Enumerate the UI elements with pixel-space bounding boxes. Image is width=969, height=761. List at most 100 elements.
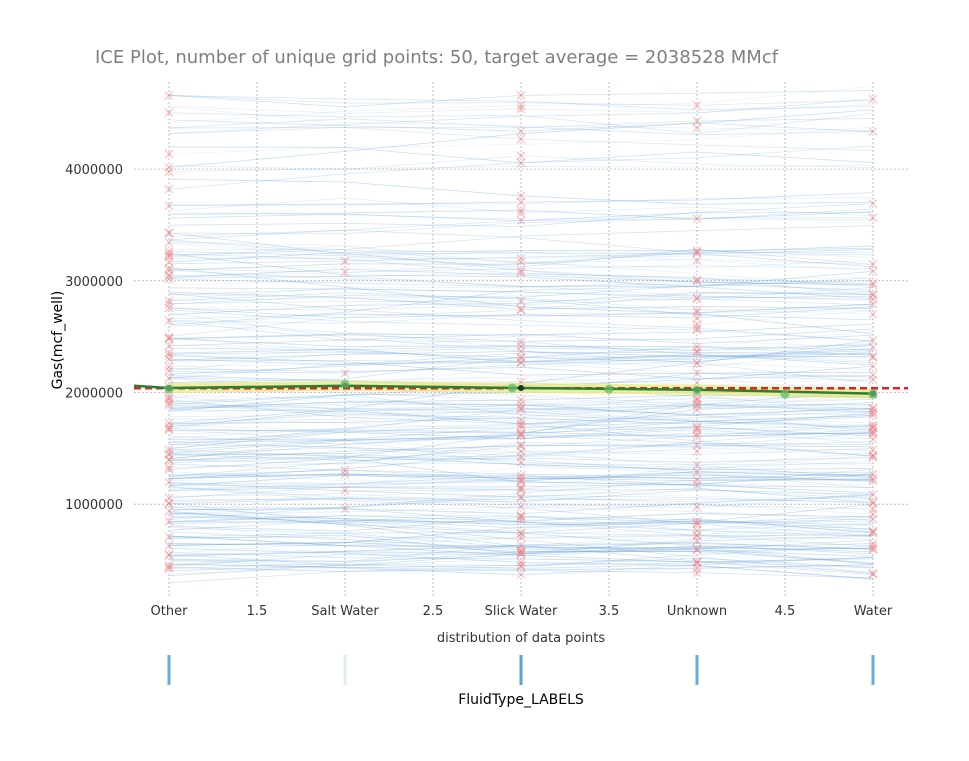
actual-point-stroke: [692, 293, 702, 303]
actual-point-stroke: [692, 313, 702, 323]
actual-point-stroke: [868, 450, 878, 460]
actual-point-marker: [516, 253, 526, 263]
actual-point-stroke: [164, 366, 174, 376]
ice-line: [168, 463, 874, 481]
ice-line: [168, 402, 874, 411]
actual-point-stroke: [868, 213, 878, 223]
actual-point-marker: [868, 544, 878, 554]
y-tick-label: 4000000: [65, 163, 123, 178]
actual-point-marker: [692, 246, 702, 256]
actual-point-stroke: [516, 441, 526, 451]
ice-line: [168, 528, 874, 566]
actual-point-stroke: [692, 544, 702, 554]
ice-line: [168, 364, 874, 381]
actual-point-marker: [868, 445, 878, 455]
actual-point-stroke: [164, 228, 174, 238]
ice-line: [168, 442, 874, 457]
actual-point-marker: [692, 393, 702, 403]
actual-point-marker: [692, 557, 702, 567]
actual-point-stroke: [516, 296, 526, 306]
actual-point-stroke: [340, 504, 350, 514]
actual-point-stroke: [868, 309, 878, 319]
ice-line: [168, 351, 874, 368]
actual-point-stroke: [692, 557, 702, 567]
ice-line: [168, 390, 874, 464]
actual-point-marker: [516, 403, 526, 413]
actual-point-stroke: [868, 514, 878, 524]
actual-point-marker: [516, 440, 526, 450]
ice-line: [168, 512, 874, 522]
actual-point-stroke: [340, 267, 350, 277]
actual-point-stroke: [516, 253, 526, 263]
actual-point-stroke: [692, 308, 702, 318]
ice-line: [168, 535, 874, 557]
actual-point-marker: [516, 101, 526, 110]
actual-point-marker: [164, 251, 174, 260]
actual-point-stroke: [340, 465, 350, 475]
actual-point-marker: [516, 341, 526, 351]
actual-point-marker: [692, 544, 702, 554]
actual-point-stroke: [692, 502, 702, 512]
actual-point-stroke: [692, 558, 702, 568]
actual-point-stroke: [692, 247, 702, 257]
actual-point-stroke: [692, 440, 702, 450]
actual-point-marker: [164, 398, 174, 408]
actual-point-stroke: [868, 404, 878, 413]
ice-line: [168, 293, 874, 311]
pdp-marker: [340, 379, 350, 389]
actual-point-stroke: [692, 557, 702, 567]
actual-point-stroke: [516, 431, 526, 440]
actual-point-stroke: [692, 116, 702, 126]
x-tick-label: Water: [854, 604, 893, 619]
actual-point-stroke: [516, 205, 526, 215]
actual-point-stroke: [516, 416, 526, 426]
actual-point-marker: [868, 280, 878, 290]
actual-point-stroke: [868, 445, 878, 455]
actual-point-stroke: [692, 502, 702, 512]
ice-line: [168, 469, 874, 480]
actual-point-stroke: [868, 422, 878, 432]
actual-point-stroke: [692, 342, 702, 352]
actual-point-stroke: [164, 455, 174, 465]
actual-point-stroke: [516, 528, 526, 538]
actual-point-stroke: [516, 208, 526, 218]
actual-point-stroke: [516, 457, 526, 467]
actual-point-stroke: [516, 268, 526, 278]
ice-line: [168, 434, 874, 445]
actual-point-marker: [516, 431, 526, 440]
actual-point-stroke: [516, 352, 526, 362]
actual-point-marker: [164, 373, 174, 383]
ice-line: [168, 515, 874, 538]
actual-point-marker: [164, 448, 174, 458]
actual-point-stroke: [692, 275, 702, 285]
ice-line: [168, 178, 874, 205]
actual-point-marker: [692, 293, 702, 303]
actual-point-marker: [164, 167, 174, 177]
actual-point-stroke: [164, 445, 174, 455]
actual-point-stroke: [164, 499, 174, 509]
actual-point-stroke: [516, 476, 526, 486]
ice-line: [168, 309, 874, 362]
actual-point-stroke: [340, 469, 350, 479]
actual-point-stroke: [692, 429, 702, 439]
actual-point-marker: [692, 368, 702, 378]
actual-point-marker: [692, 399, 702, 409]
ice-line: [168, 270, 874, 326]
actual-point-stroke: [164, 455, 174, 465]
actual-point-marker: [868, 528, 878, 538]
pdp-layer: [133, 379, 908, 399]
ice-line: [168, 303, 874, 320]
ice-line: [168, 474, 874, 492]
ice-line: [168, 248, 874, 268]
ice-line: [168, 344, 874, 370]
actual-point-stroke: [164, 477, 174, 487]
actual-point-stroke: [868, 289, 878, 299]
actual-point-stroke: [692, 400, 702, 410]
actual-point-stroke: [164, 499, 174, 509]
actual-point-stroke: [340, 485, 350, 495]
actual-point-stroke: [868, 469, 878, 479]
ice-line: [168, 279, 874, 286]
ice-line: [168, 558, 874, 573]
ice-line: [168, 197, 874, 207]
actual-point-stroke: [868, 403, 878, 413]
